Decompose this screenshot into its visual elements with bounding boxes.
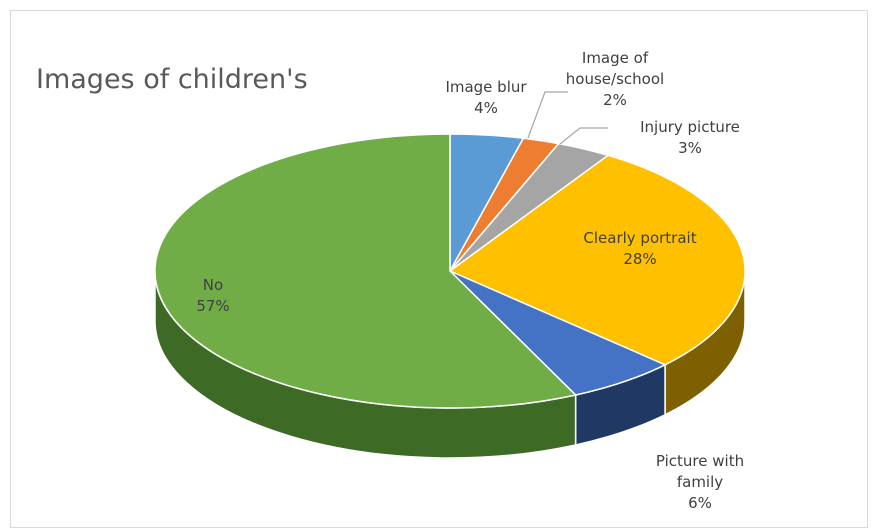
percent-label: 28% [623, 250, 656, 268]
data-label-clearly-portrait: Clearly portrait 28% [583, 229, 696, 268]
slice-clearly-portrait [448, 154, 746, 366]
category-label: Image of [582, 49, 649, 67]
leader-line-image-of-house-school [527, 91, 568, 139]
slice-no [154, 133, 578, 409]
category-label: Image blur [445, 78, 527, 96]
percent-label: 3% [678, 139, 702, 157]
percent-label: 4% [474, 99, 498, 117]
pie-labels: Image blur 4% Image of house/school 2% Injury… [196, 49, 744, 512]
category-label: family [677, 473, 723, 491]
percent-label: 6% [688, 494, 712, 512]
chart-title: Images of children's [36, 64, 308, 95]
data-label-injury-picture: Injury picture 3% [640, 118, 740, 157]
category-label: Injury picture [640, 118, 740, 136]
percent-label: 57% [196, 297, 229, 315]
data-label-no: No 57% [196, 276, 229, 315]
data-label-image-blur: Image blur 4% [445, 78, 527, 117]
category-label: Picture with [656, 452, 744, 470]
percent-label: 2% [603, 91, 627, 109]
leader-line-injury-picture [559, 127, 608, 145]
pie-tops [154, 133, 746, 409]
pie-leader-lines [527, 91, 608, 145]
data-label-image-of-house-school: Image of house/school 2% [566, 49, 664, 109]
category-label: No [203, 276, 223, 294]
data-label-picture-with-family: Picture with family 6% [656, 452, 744, 512]
category-label: Clearly portrait [583, 229, 696, 247]
category-label: house/school [566, 70, 664, 88]
